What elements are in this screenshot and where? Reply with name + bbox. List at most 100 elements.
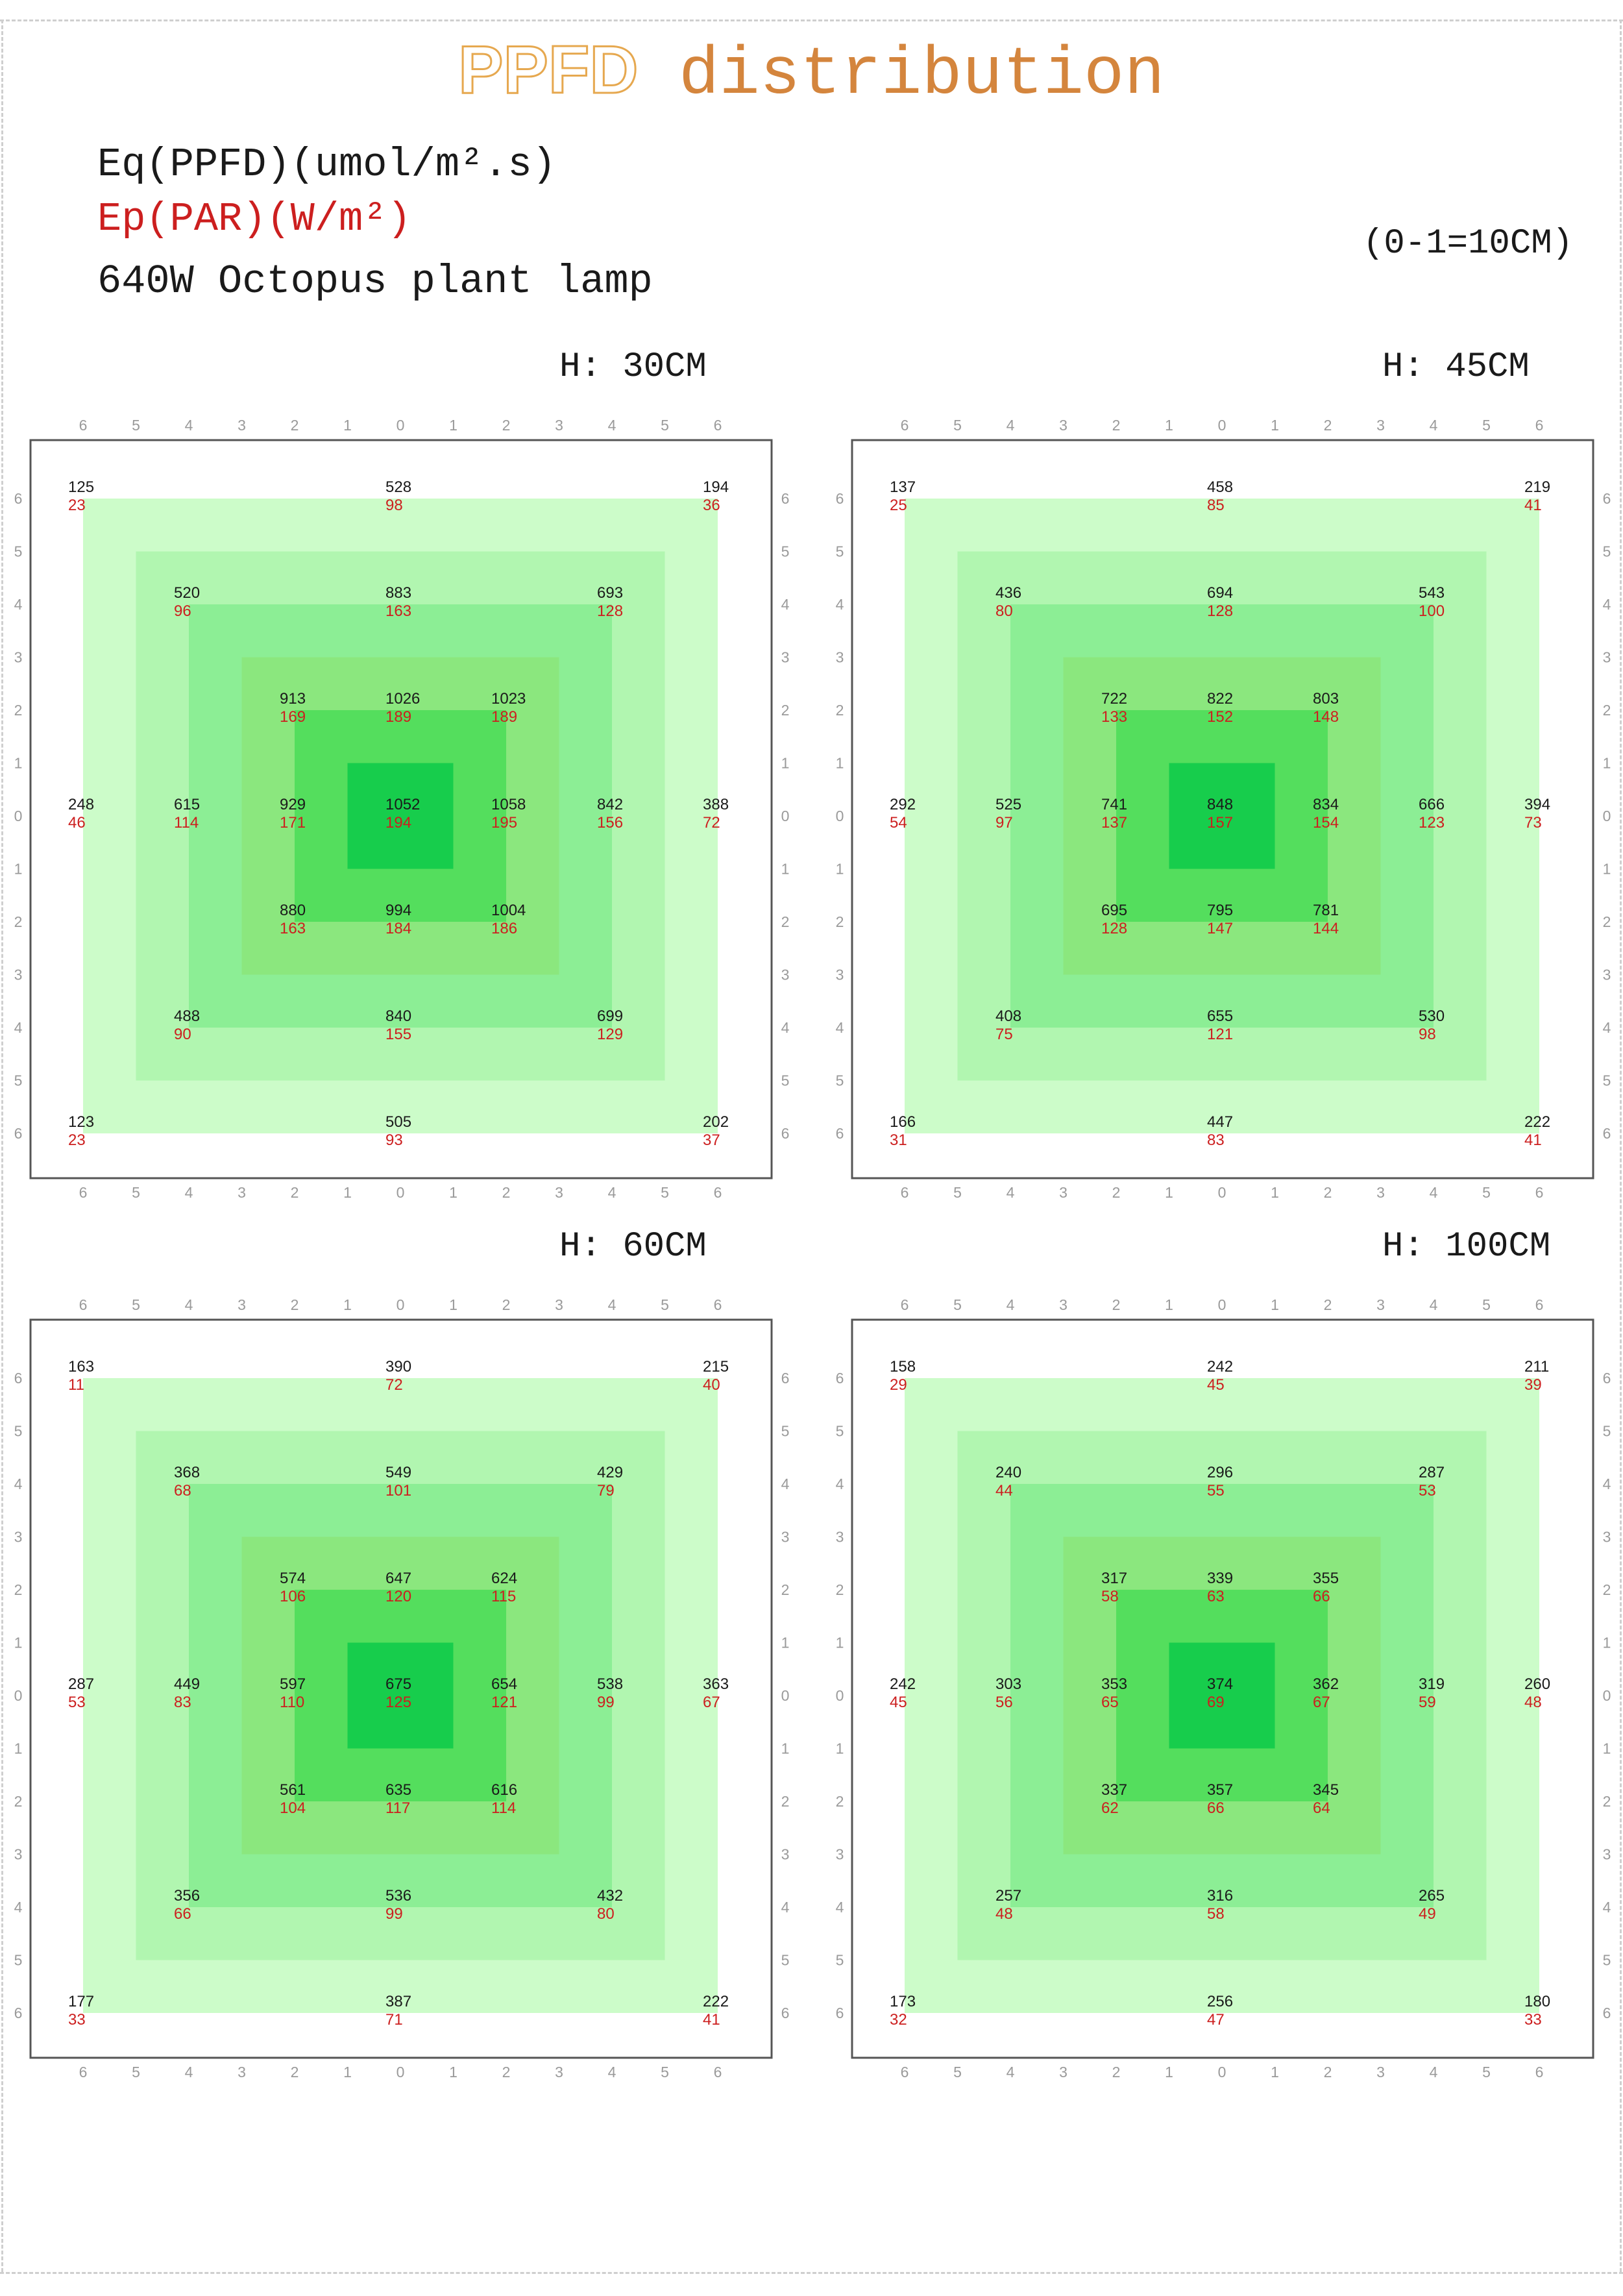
par-value-label: 171: [280, 814, 306, 832]
x-tick-label-top: 5: [1482, 1296, 1491, 1313]
ppfd-value-label: 374: [1207, 1675, 1233, 1693]
y-tick-label-right: 5: [781, 1072, 790, 1089]
par-value-label: 41: [1524, 1131, 1542, 1149]
par-value-label: 115: [491, 1588, 516, 1605]
x-tick-label-bottom: 6: [1535, 2064, 1544, 2080]
ppfd-value-label: 549: [385, 1464, 411, 1481]
x-tick-label-top: 3: [238, 417, 246, 434]
x-tick-label-bottom: 0: [397, 2064, 405, 2080]
x-tick-label-top: 1: [1271, 1296, 1279, 1313]
x-tick-label-bottom: 5: [661, 1184, 669, 1201]
panel-title-60cm: H: 60CM: [559, 1227, 707, 1266]
y-tick-label-right: 4: [1603, 1019, 1611, 1036]
par-value-label: 53: [68, 1694, 86, 1711]
par-value-label: 155: [385, 1026, 411, 1043]
par-value-label: 97: [995, 814, 1013, 832]
par-value-label: 114: [491, 1799, 516, 1817]
y-tick-label-left: 0: [14, 1687, 23, 1704]
par-value-label: 62: [1101, 1799, 1119, 1817]
x-tick-label-bottom: 6: [714, 2064, 722, 2080]
ppfd-value-label: 1058: [491, 796, 526, 813]
x-tick-label-top: 2: [502, 1296, 511, 1313]
ppfd-value-label: 574: [280, 1570, 306, 1587]
ppfd-value-label: 319: [1419, 1675, 1445, 1693]
x-tick-label-top: 4: [1007, 417, 1015, 434]
y-tick-label-right: 3: [1603, 1529, 1611, 1546]
ppfd-value-label: 180: [1524, 1993, 1550, 2010]
par-value-label: 68: [174, 1482, 191, 1500]
y-tick-label-right: 2: [1603, 702, 1611, 719]
ppfd-value-label: 303: [995, 1675, 1021, 1693]
par-value-label: 152: [1207, 708, 1233, 726]
x-tick-label-top: 5: [953, 417, 962, 434]
x-tick-label-top: 5: [953, 1296, 962, 1313]
par-value-label: 80: [995, 602, 1013, 620]
ppfd-value-label: 449: [174, 1675, 200, 1693]
y-tick-label-left: 1: [14, 1740, 23, 1757]
ppfd-value-label: 880: [280, 902, 306, 919]
par-value-label: 157: [1207, 814, 1233, 832]
ppfd-value-label: 530: [1419, 1007, 1445, 1025]
y-tick-label-left: 6: [14, 1370, 23, 1387]
par-value-label: 128: [1101, 920, 1127, 937]
ppfd-value-label: 368: [174, 1464, 200, 1481]
x-tick-label-top: 3: [555, 1296, 563, 1313]
ppfd-value-label: 543: [1419, 584, 1445, 602]
ppfd-value-label: 337: [1101, 1781, 1127, 1799]
ppfd-value-label: 177: [68, 1993, 94, 2010]
ppfd-value-label: 387: [385, 1993, 411, 2010]
x-tick-label-bottom: 4: [185, 1184, 193, 1201]
x-tick-label-bottom: 1: [449, 1184, 458, 1201]
par-value-label: 33: [68, 2011, 86, 2029]
ppfd-value-label: 913: [280, 690, 306, 708]
x-tick-label-top: 0: [397, 1296, 405, 1313]
page-border-left: [1, 19, 3, 2272]
par-value-label: 49: [1419, 1905, 1436, 1923]
ppfd-value-label: 694: [1207, 584, 1233, 602]
par-value-label: 83: [1207, 1131, 1225, 1149]
y-tick-label-right: 0: [1603, 808, 1611, 824]
par-value-label: 31: [890, 1131, 907, 1149]
y-tick-label-left: 6: [14, 490, 23, 507]
ppfd-value-label: 842: [597, 796, 623, 813]
par-value-label: 53: [1419, 1482, 1436, 1500]
ring-zone-1: [347, 763, 454, 869]
par-value-label: 40: [703, 1376, 720, 1394]
ppfd-value-label: 163: [68, 1358, 94, 1376]
par-value-label: 120: [385, 1588, 411, 1605]
y-tick-label-left: 2: [14, 1581, 23, 1598]
par-value-label: 65: [1101, 1694, 1119, 1711]
y-tick-label-left: 2: [836, 913, 844, 930]
par-value-label: 55: [1207, 1482, 1225, 1500]
par-value-label: 169: [280, 708, 306, 726]
par-value-label: 71: [385, 2011, 403, 2029]
ppfd-value-label: 362: [1313, 1675, 1339, 1693]
x-tick-label-top: 3: [1376, 1296, 1385, 1313]
ppfd-value-label: 675: [385, 1675, 411, 1693]
ppfd-value-label: 125: [68, 478, 94, 496]
ppfd-value-label: 219: [1524, 478, 1550, 496]
x-tick-label-bottom: 6: [901, 1184, 909, 1201]
ppfd-value-label: 1026: [385, 690, 420, 708]
par-value-label: 110: [280, 1694, 304, 1711]
x-tick-label-top: 2: [1324, 417, 1332, 434]
par-value-label: 163: [280, 920, 306, 937]
par-value-label: 11: [68, 1376, 84, 1394]
panel-title-30cm: H: 30CM: [559, 347, 707, 387]
par-value-label: 90: [174, 1026, 191, 1043]
y-tick-label-left: 1: [836, 755, 844, 772]
par-value-label: 23: [68, 497, 86, 514]
ppfd-value-label: 339: [1207, 1570, 1233, 1587]
ppfd-value-label: 240: [995, 1464, 1021, 1481]
par-value-label: 128: [597, 602, 623, 620]
x-tick-label-bottom: 5: [132, 1184, 140, 1201]
ppfd-value-label: 795: [1207, 902, 1233, 919]
x-tick-label-bottom: 6: [901, 2064, 909, 2080]
x-tick-label-top: 2: [1112, 1296, 1121, 1313]
ppfd-value-label: 257: [995, 1887, 1021, 1905]
ppfd-value-label: 202: [703, 1113, 729, 1131]
y-tick-label-left: 1: [14, 861, 23, 878]
x-tick-label-top: 6: [714, 417, 722, 434]
x-tick-label-bottom: 1: [1165, 1184, 1173, 1201]
ppfd-value-label: 296: [1207, 1464, 1233, 1481]
